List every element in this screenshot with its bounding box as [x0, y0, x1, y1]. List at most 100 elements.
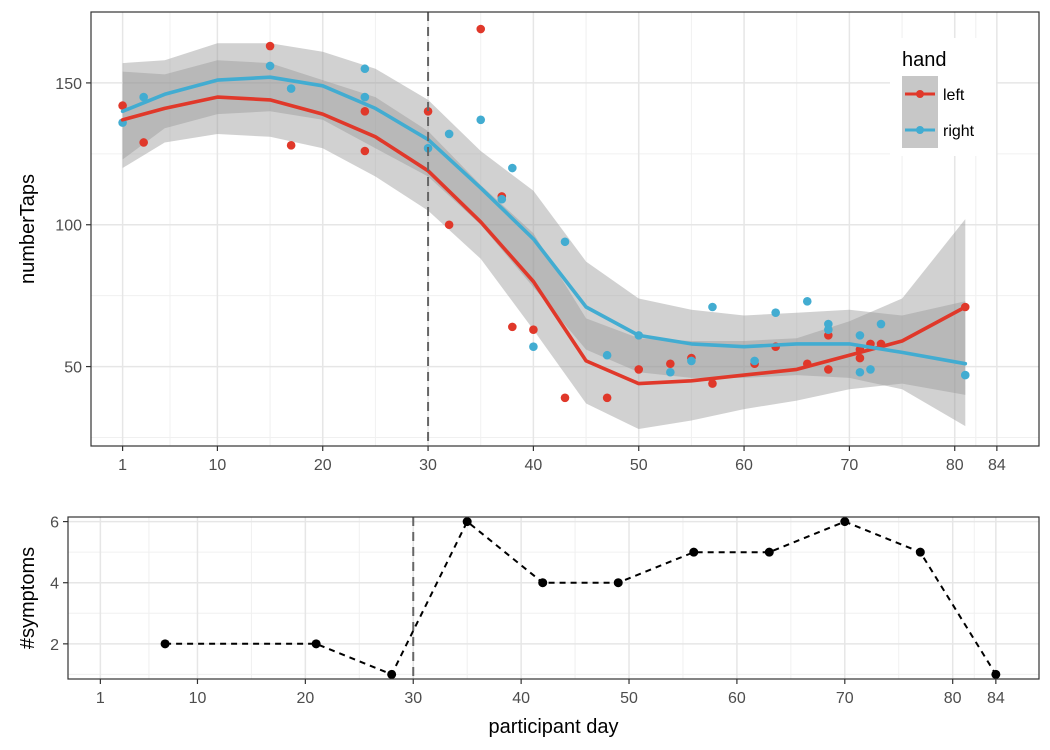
point-right: [855, 367, 865, 377]
point-right: [360, 92, 370, 102]
point-left: [423, 106, 433, 116]
point-right: [360, 64, 370, 74]
point-left: [602, 393, 612, 403]
legend-item-left: left: [902, 76, 965, 112]
symptom-point: [387, 669, 397, 679]
symptoms-y-tick-label: 2: [50, 637, 59, 654]
legend-item-right: right: [902, 112, 975, 148]
taps-x-tick-label: 30: [419, 457, 437, 474]
symptoms-x-tick-label: 40: [512, 690, 530, 707]
symptoms-panel-border: [67, 516, 1040, 680]
taps-x-tick-label: 60: [735, 457, 753, 474]
symptoms-panel-background: [68, 517, 1039, 679]
symptom-point: [991, 669, 1001, 679]
legend-dot-right: [916, 126, 924, 134]
point-left: [634, 365, 644, 374]
point-right: [802, 297, 812, 306]
point-right: [960, 370, 970, 380]
symptoms-x-tick-label: 84: [987, 690, 1005, 707]
symptom-point: [689, 547, 699, 557]
legend-title: hand: [902, 49, 947, 71]
confidence-band-left: [122, 60, 966, 429]
point-left: [360, 106, 370, 116]
taps-x-tick-label: 1: [118, 457, 127, 474]
point-left: [118, 101, 127, 110]
taps-x-tick-label: 10: [209, 457, 227, 474]
taps-points: [118, 24, 970, 403]
point-right: [602, 350, 612, 360]
point-left: [824, 365, 833, 374]
taps-panel-background: [91, 12, 1039, 446]
taps-x-tick-label: 84: [988, 457, 1006, 474]
symptom-point: [311, 639, 321, 649]
point-right: [139, 92, 148, 102]
taps-y-axis-title: numberTaps: [17, 174, 39, 284]
point-left: [560, 393, 570, 403]
taps-smooth-lines: [120, 75, 968, 386]
point-right: [508, 163, 517, 173]
symptoms-x-tick-label: 60: [728, 690, 746, 707]
symptoms-x-axis: 1 10 20 30 40 50 60 70 80 84: [96, 679, 1005, 707]
symptoms-points: [160, 517, 1001, 679]
symptom-point: [538, 578, 548, 588]
point-right: [708, 302, 717, 312]
taps-gridlines: [91, 12, 1039, 446]
point-right: [666, 367, 675, 377]
symptom-point: [613, 578, 623, 588]
point-right: [750, 356, 759, 366]
taps-x-tick-label: 50: [630, 457, 648, 474]
point-left: [265, 41, 275, 51]
taps-panel-border: [90, 11, 1040, 447]
symptoms-x-tick-label: 1: [96, 690, 105, 707]
legend-label-left: left: [943, 87, 965, 104]
point-right: [286, 84, 296, 93]
point-left: [855, 353, 865, 363]
legend-dot-left: [916, 90, 924, 98]
symptoms-panel: 1 10 20 30 40 50 60 70 80 84 2 4 6 #symptoms partic…: [17, 515, 1040, 738]
point-right: [876, 319, 886, 329]
point-right: [771, 308, 780, 317]
point-right: [497, 194, 507, 204]
point-left: [476, 24, 486, 34]
smooth-line-right: [120, 75, 968, 366]
point-left: [139, 138, 148, 147]
point-right: [444, 129, 454, 139]
symptoms-y-axis-title: #symptoms: [17, 547, 39, 649]
symptom-point: [160, 639, 170, 649]
symptom-point: [840, 517, 850, 527]
point-left: [529, 325, 538, 334]
taps-x-tick-label: 40: [525, 457, 543, 474]
point-right: [687, 356, 696, 366]
point-left: [286, 141, 296, 150]
point-left: [508, 322, 517, 332]
point-left: [444, 220, 454, 230]
taps-y-tick-label: 150: [55, 76, 82, 93]
symptoms-x-tick-label: 80: [944, 690, 962, 707]
taps-confidence-bands: [122, 43, 966, 429]
taps-x-tick-label: 80: [946, 457, 964, 474]
point-right: [824, 325, 833, 334]
point-right: [560, 237, 570, 247]
point-right: [855, 331, 865, 340]
point-left: [666, 359, 675, 369]
taps-y-tick-label: 100: [55, 218, 82, 235]
taps-x-tick-label: 70: [841, 457, 859, 474]
hand-legend: hand left right: [890, 38, 996, 156]
symptoms-y-tick-label: 6: [50, 515, 59, 532]
point-right: [265, 61, 275, 71]
symptom-point: [915, 547, 925, 557]
symptoms-y-tick-label: 4: [50, 576, 59, 593]
symptom-point: [764, 547, 774, 557]
point-left: [360, 146, 370, 156]
point-right: [866, 365, 875, 374]
symptoms-y-axis: 2 4 6: [50, 515, 68, 654]
symptoms-x-tick-label: 50: [620, 690, 638, 707]
smooth-line-left: [120, 95, 968, 386]
point-right: [476, 115, 486, 125]
taps-x-axis: 1 10 20 30 40 50 60 70 80 84: [118, 446, 1006, 474]
symptoms-x-tick-label: 30: [404, 690, 422, 707]
symptoms-x-tick-label: 10: [189, 690, 207, 707]
symptoms-x-tick-label: 70: [836, 690, 854, 707]
point-right: [529, 342, 538, 352]
